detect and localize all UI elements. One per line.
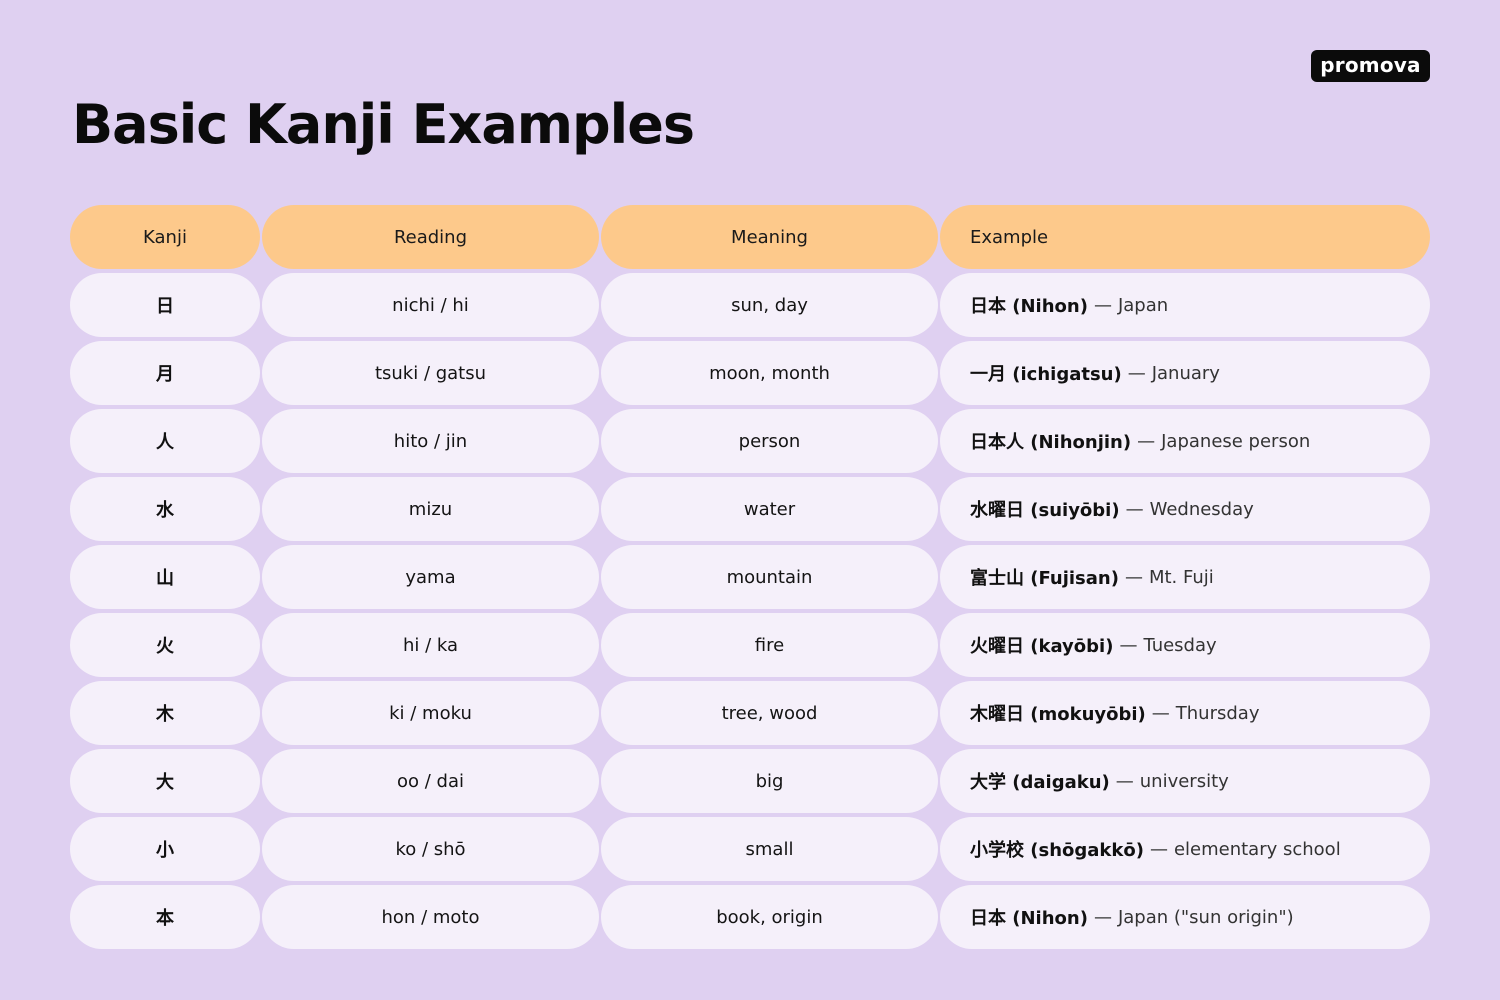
example-word: 水曜日 (suiyōbi) [970,500,1120,521]
example-cell: 火曜日 (kayōbi) — Tuesday [940,613,1430,677]
example-cell: 木曜日 (mokuyōbi) — Thursday [940,681,1430,745]
example-gloss: Tuesday [1143,634,1217,656]
table-row: 日 nichi / hi sun, day 日本 (Nihon) — Japan [70,273,1430,337]
example-word: 日本 (Nihon) [970,908,1088,929]
example-gloss: elementary school [1173,838,1341,860]
example-gloss: January [1151,362,1220,384]
example-dash: — [1127,362,1146,384]
reading-cell: yama [262,545,599,609]
header-reading: Reading [262,205,599,269]
example-gloss: university [1139,770,1229,792]
table-row: 火 hi / ka fire 火曜日 (kayōbi) — Tuesday [70,613,1430,677]
table-row: 木 ki / moku tree, wood 木曜日 (mokuyōbi) — … [70,681,1430,745]
example-word: 日本 (Nihon) [970,296,1088,317]
meaning-cell: person [601,409,938,473]
example-word: 木曜日 (mokuyōbi) [970,704,1146,725]
meaning-cell: book, origin [601,885,938,949]
kanji-cell: 山 [70,545,260,609]
example-dash: — [1137,430,1156,452]
example-word: 富士山 (Fujisan) [970,568,1119,589]
reading-cell: mizu [262,477,599,541]
kanji-cell: 日 [70,273,260,337]
example-gloss: Mt. Fuji [1148,566,1214,588]
kanji-cell: 小 [70,817,260,881]
example-cell: 日本 (Nihon) — Japan [940,273,1430,337]
example-dash: — [1093,906,1112,928]
reading-cell: oo / dai [262,749,599,813]
table-row: 人 hito / jin person 日本人 (Nihonjin) — Jap… [70,409,1430,473]
meaning-cell: tree, wood [601,681,938,745]
table-header-row: Kanji Reading Meaning Example [70,205,1430,269]
reading-cell: tsuki / gatsu [262,341,599,405]
meaning-cell: mountain [601,545,938,609]
table-row: 月 tsuki / gatsu moon, month 一月 (ichigats… [70,341,1430,405]
example-word: 小学校 (shōgakkō) [970,840,1144,861]
example-dash: — [1151,702,1170,724]
meaning-cell: big [601,749,938,813]
example-cell: 一月 (ichigatsu) — January [940,341,1430,405]
example-gloss: Thursday [1175,702,1260,724]
example-dash: — [1149,838,1168,860]
reading-cell: hito / jin [262,409,599,473]
example-cell: 水曜日 (suiyōbi) — Wednesday [940,477,1430,541]
example-cell: 大学 (daigaku) — university [940,749,1430,813]
example-cell: 富士山 (Fujisan) — Mt. Fuji [940,545,1430,609]
page-title: Basic Kanji Examples [72,93,695,157]
table-row: 大 oo / dai big 大学 (daigaku) — university [70,749,1430,813]
meaning-cell: fire [601,613,938,677]
example-word: 一月 (ichigatsu) [970,364,1122,385]
example-gloss: Japanese person [1161,430,1311,452]
kanji-cell: 木 [70,681,260,745]
example-gloss: Japan ("sun origin") [1117,906,1294,928]
kanji-cell: 火 [70,613,260,677]
example-word: 日本人 (Nihonjin) [970,432,1132,453]
example-cell: 日本 (Nihon) — Japan ("sun origin") [940,885,1430,949]
kanji-cell: 水 [70,477,260,541]
example-cell: 小学校 (shōgakkō) — elementary school [940,817,1430,881]
kanji-cell: 月 [70,341,260,405]
table-row: 本 hon / moto book, origin 日本 (Nihon) — J… [70,885,1430,949]
example-cell: 日本人 (Nihonjin) — Japanese person [940,409,1430,473]
reading-cell: ki / moku [262,681,599,745]
example-dash: — [1119,634,1138,656]
kanji-cell: 本 [70,885,260,949]
example-word: 火曜日 (kayōbi) [970,636,1114,657]
meaning-cell: sun, day [601,273,938,337]
table-row: 小 ko / shō small 小学校 (shōgakkō) — elemen… [70,817,1430,881]
header-example: Example [940,205,1430,269]
example-dash: — [1093,294,1112,316]
example-dash: — [1115,770,1134,792]
example-dash: — [1124,566,1143,588]
example-dash: — [1125,498,1144,520]
meaning-cell: water [601,477,938,541]
table-row: 水 mizu water 水曜日 (suiyōbi) — Wednesday [70,477,1430,541]
reading-cell: hon / moto [262,885,599,949]
meaning-cell: moon, month [601,341,938,405]
example-gloss: Wednesday [1149,498,1254,520]
reading-cell: ko / shō [262,817,599,881]
example-gloss: Japan [1117,294,1169,316]
promova-logo: promova [1311,50,1430,82]
reading-cell: hi / ka [262,613,599,677]
kanji-cell: 大 [70,749,260,813]
reading-cell: nichi / hi [262,273,599,337]
table-row: 山 yama mountain 富士山 (Fujisan) — Mt. Fuji [70,545,1430,609]
example-word: 大学 (daigaku) [970,772,1110,793]
meaning-cell: small [601,817,938,881]
header-meaning: Meaning [601,205,938,269]
kanji-table: Kanji Reading Meaning Example 日 nichi / … [70,205,1430,953]
header-kanji: Kanji [70,205,260,269]
kanji-cell: 人 [70,409,260,473]
